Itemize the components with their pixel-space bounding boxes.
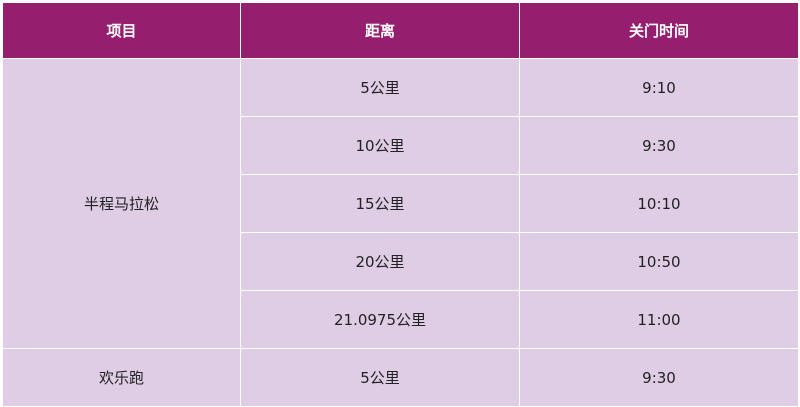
table-row: 21.0975公里 11:00 bbox=[3, 290, 799, 349]
table-row: 15公里 10:10 bbox=[3, 174, 799, 233]
distance-cell: 21.0975公里 bbox=[240, 290, 520, 349]
distance-cell: 20公里 bbox=[240, 232, 520, 291]
header-row: 项目 距离 关门时间 bbox=[2, 2, 799, 59]
distance-cell: 10公里 bbox=[240, 116, 520, 175]
time-cell: 9:30 bbox=[519, 116, 799, 175]
distance-cell: 15公里 bbox=[240, 174, 520, 233]
table-row: 10公里 9:30 bbox=[3, 116, 799, 175]
distance-cell: 5公里 bbox=[240, 348, 520, 407]
distance-cell: 5公里 bbox=[240, 58, 520, 117]
header-event: 项目 bbox=[2, 2, 241, 59]
time-cell: 10:10 bbox=[519, 174, 799, 233]
table-row: 半程马拉松 5公里 9:10 bbox=[2, 58, 799, 349]
table-row: 20公里 10:50 bbox=[3, 232, 799, 291]
header-distance: 距离 bbox=[240, 2, 520, 59]
time-cell: 9:30 bbox=[519, 348, 799, 407]
time-cell: 10:50 bbox=[519, 232, 799, 291]
table-row: 欢乐跑 5公里 9:30 bbox=[2, 348, 799, 407]
event-cell: 半程马拉松 bbox=[2, 58, 241, 349]
event-cell: 欢乐跑 bbox=[2, 348, 241, 407]
time-cell: 9:10 bbox=[519, 58, 799, 117]
time-cell: 11:00 bbox=[519, 290, 799, 349]
header-cutoff-time: 关门时间 bbox=[519, 2, 799, 59]
